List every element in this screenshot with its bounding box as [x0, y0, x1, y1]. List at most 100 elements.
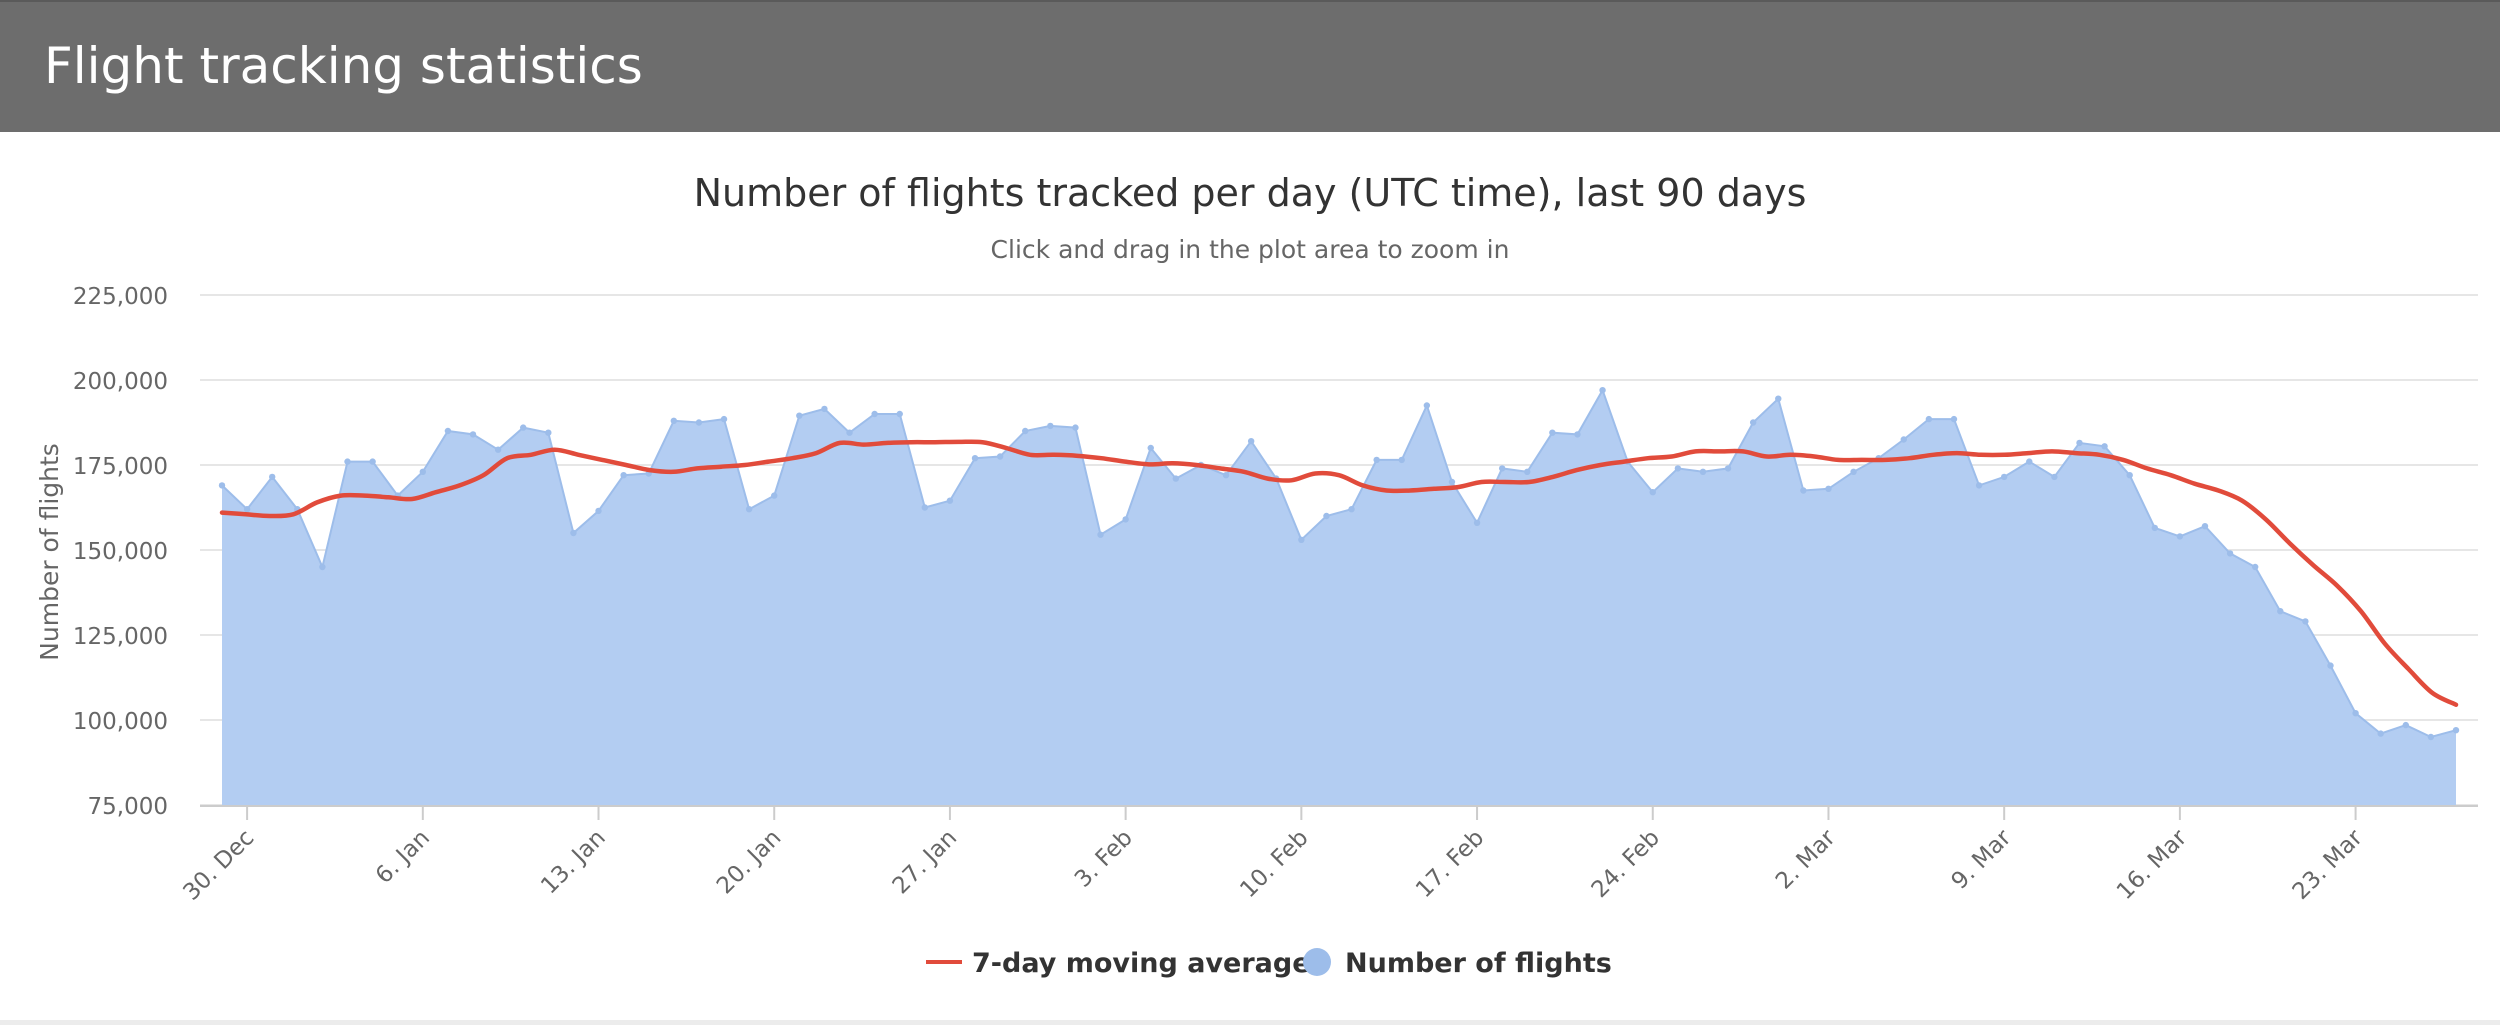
flights-data-point[interactable]	[720, 415, 728, 423]
flights-data-point[interactable]	[1072, 424, 1079, 431]
flights-data-point[interactable]	[243, 506, 251, 513]
flights-data-point[interactable]	[570, 529, 577, 537]
flights-data-point[interactable]	[419, 468, 427, 475]
flights-area-series[interactable]	[221, 387, 2457, 805]
flights-data-point[interactable]	[218, 482, 226, 489]
page-title: Flight tracking statistics	[44, 37, 643, 95]
y-tick-label: 175,000	[73, 454, 168, 480]
flights-data-point[interactable]	[1247, 438, 1255, 445]
flights-data-point[interactable]	[620, 472, 627, 479]
flights-data-point[interactable]	[1473, 519, 1481, 526]
flights-data-point[interactable]	[369, 458, 376, 465]
flights-data-point[interactable]	[2352, 710, 2359, 717]
flights-data-point[interactable]	[1549, 429, 1556, 436]
flights-data-point[interactable]	[2377, 730, 2384, 737]
flights-data-point[interactable]	[2076, 439, 2083, 447]
flights-data-point[interactable]	[1850, 468, 1857, 475]
flights-data-point[interactable]	[1448, 478, 1456, 486]
flights-data-point[interactable]	[595, 507, 602, 515]
flights-data-point[interactable]	[545, 429, 552, 436]
y-tick-label: 100,000	[73, 709, 168, 735]
x-tick-label: 16. Mar	[2112, 824, 2192, 904]
flights-data-point[interactable]	[946, 497, 954, 504]
chart-subtitle: Click and drag in the plot area to zoom …	[991, 235, 1510, 264]
flights-data-point[interactable]	[1222, 472, 1230, 479]
flights-data-point[interactable]	[1699, 468, 1707, 475]
flights-data-point[interactable]	[1599, 387, 1606, 394]
flights-data-point[interactable]	[1649, 489, 1656, 496]
chart-container[interactable]: Number of flights tracked per day (UTC t…	[0, 132, 2500, 1025]
flights-data-point[interactable]	[1147, 444, 1154, 452]
flights-data-point[interactable]	[2402, 721, 2409, 729]
x-tick-label: 13. Jan	[536, 825, 610, 899]
flights-data-point[interactable]	[2302, 618, 2309, 625]
flights-data-point[interactable]	[1298, 536, 1305, 543]
flights-data-point[interactable]	[2201, 523, 2209, 530]
flights-data-point[interactable]	[1574, 431, 1581, 438]
flights-chart[interactable]: Number of flights tracked per day (UTC t…	[0, 132, 2500, 1025]
flights-data-point[interactable]	[1975, 482, 1983, 489]
flights-data-point[interactable]	[269, 473, 276, 481]
legend[interactable]: 7-day moving average Number of flights	[926, 948, 1612, 979]
flights-data-point[interactable]	[1423, 402, 1431, 409]
moving-average-line[interactable]	[219, 439, 2459, 707]
flights-data-point[interactable]	[1524, 468, 1531, 475]
flights-data-point[interactable]	[921, 504, 929, 511]
flights-data-point[interactable]	[1022, 427, 1029, 435]
flights-data-point[interactable]	[2226, 550, 2234, 557]
flights-data-point[interactable]	[344, 458, 351, 465]
flights-data-point[interactable]	[1900, 436, 1907, 443]
flights-data-point[interactable]	[2000, 473, 2008, 481]
flights-data-point[interactable]	[745, 506, 753, 513]
legend-item-flights[interactable]: Number of flights	[1303, 948, 1612, 979]
flights-data-point[interactable]	[2277, 608, 2284, 615]
flights-data-point[interactable]	[1323, 512, 1330, 520]
flights-area-line[interactable]	[221, 387, 2457, 739]
flights-data-point[interactable]	[2176, 533, 2184, 540]
flights-data-point[interactable]	[971, 455, 979, 462]
flights-data-point[interactable]	[996, 453, 1004, 460]
flights-data-point[interactable]	[846, 429, 853, 436]
flights-data-point[interactable]	[1398, 456, 1405, 464]
flights-data-point[interactable]	[2452, 727, 2460, 734]
flights-data-point[interactable]	[1749, 419, 1757, 426]
flights-data-point[interactable]	[1825, 485, 1832, 492]
flights-data-point[interactable]	[871, 410, 878, 418]
flights-data-point[interactable]	[821, 405, 828, 413]
flights-data-point[interactable]	[520, 424, 527, 431]
flights-data-point[interactable]	[695, 419, 703, 426]
footer-divider	[0, 1020, 2500, 1025]
flights-data-point[interactable]	[2101, 443, 2108, 450]
flights-data-point[interactable]	[796, 412, 803, 419]
flights-data-point[interactable]	[1047, 422, 1054, 430]
flights-data-point[interactable]	[896, 410, 903, 418]
flights-data-point[interactable]	[2251, 563, 2259, 571]
flights-data-point[interactable]	[2026, 458, 2033, 465]
flights-data-point[interactable]	[469, 431, 477, 438]
flights-data-point[interactable]	[444, 427, 452, 435]
flights-data-point[interactable]	[2327, 662, 2334, 669]
flights-data-point[interactable]	[1925, 415, 1933, 423]
moving-average-series[interactable]	[219, 439, 2459, 707]
flights-data-point[interactable]	[319, 563, 326, 571]
flights-data-point[interactable]	[1950, 415, 1958, 423]
flights-data-point[interactable]	[1775, 395, 1782, 402]
flights-data-point[interactable]	[2427, 733, 2435, 741]
flights-data-point[interactable]	[1097, 531, 1104, 538]
flights-data-point[interactable]	[1674, 465, 1682, 472]
flights-data-point[interactable]	[1498, 465, 1506, 472]
flights-area-fill[interactable]	[222, 390, 2456, 805]
flights-data-point[interactable]	[771, 492, 778, 499]
flights-data-point[interactable]	[1724, 465, 1732, 472]
legend-item-moving-average[interactable]: 7-day moving average	[926, 948, 1311, 979]
flights-data-point[interactable]	[2126, 472, 2133, 479]
flights-data-point[interactable]	[1172, 475, 1180, 482]
flights-data-point[interactable]	[1348, 506, 1355, 513]
flights-data-point[interactable]	[2151, 524, 2158, 532]
flights-data-point[interactable]	[1373, 456, 1380, 464]
flights-data-point[interactable]	[2051, 473, 2058, 481]
flights-data-point[interactable]	[670, 417, 678, 424]
flights-data-point[interactable]	[494, 446, 502, 453]
flights-data-point[interactable]	[1800, 487, 1807, 494]
flights-data-point[interactable]	[1122, 516, 1129, 523]
